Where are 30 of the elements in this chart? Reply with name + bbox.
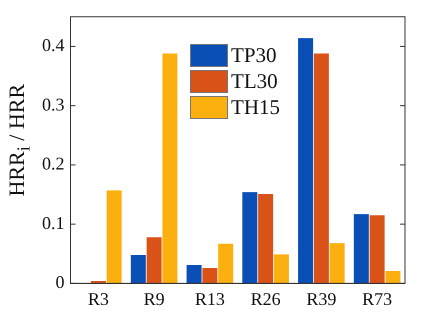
bar — [130, 254, 146, 284]
bar — [186, 265, 202, 284]
bar — [354, 214, 369, 284]
y-tick-label: 0.2 — [42, 154, 64, 174]
x-tick-label: R3 — [88, 288, 109, 309]
legend-label: TH15 — [231, 94, 280, 120]
y-tick-label: 0.1 — [42, 212, 64, 233]
bar — [330, 243, 345, 284]
y-tick-label: 0.4 — [42, 35, 64, 56]
bar — [162, 54, 178, 284]
x-tick-label: R26 — [250, 288, 281, 309]
bar — [274, 254, 289, 284]
bar — [258, 194, 274, 284]
bar — [106, 190, 122, 284]
y-tick-label: 0.3 — [42, 94, 64, 114]
bar — [385, 270, 400, 284]
bar — [370, 215, 385, 284]
legend-label: TP30 — [231, 42, 277, 68]
bar — [202, 268, 218, 284]
x-tick-label: R13 — [194, 288, 225, 309]
bar — [314, 54, 329, 284]
y-tick-label: 0 — [56, 272, 64, 292]
x-tick-label: R39 — [306, 288, 336, 309]
legend-label: TL30 — [231, 68, 278, 94]
bar — [218, 244, 234, 284]
bar — [298, 38, 314, 284]
x-tick-label: R73 — [362, 288, 392, 309]
x-tick-label: R9 — [144, 288, 165, 309]
bar — [242, 192, 258, 284]
bar — [146, 237, 162, 284]
